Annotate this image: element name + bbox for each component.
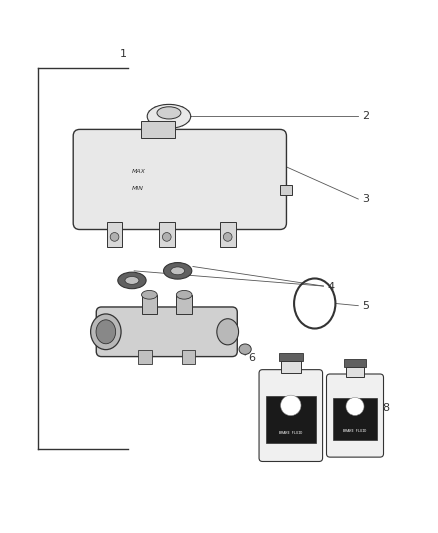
FancyBboxPatch shape xyxy=(259,370,322,462)
Ellipse shape xyxy=(147,104,191,128)
Ellipse shape xyxy=(118,272,146,289)
Text: 4: 4 xyxy=(328,282,335,292)
FancyBboxPatch shape xyxy=(326,374,384,457)
Circle shape xyxy=(162,232,171,241)
Bar xyxy=(177,295,192,314)
Circle shape xyxy=(110,232,119,241)
Bar xyxy=(279,353,303,361)
Bar xyxy=(138,351,152,365)
Text: BRAKE FLUID: BRAKE FLUID xyxy=(343,429,367,433)
Bar xyxy=(344,359,366,367)
Bar xyxy=(333,398,377,440)
Text: 3: 3 xyxy=(363,194,370,204)
Ellipse shape xyxy=(157,107,181,119)
Ellipse shape xyxy=(217,319,239,345)
FancyBboxPatch shape xyxy=(96,307,237,357)
Bar xyxy=(281,361,301,373)
FancyBboxPatch shape xyxy=(73,130,286,230)
Text: 1: 1 xyxy=(120,49,127,59)
Text: MIN: MIN xyxy=(132,187,144,191)
Bar xyxy=(266,396,316,443)
Bar xyxy=(141,295,157,314)
Text: 8: 8 xyxy=(382,403,389,413)
Text: 6: 6 xyxy=(249,353,256,362)
Ellipse shape xyxy=(96,320,116,344)
Text: 2: 2 xyxy=(363,111,370,122)
Bar xyxy=(220,222,236,247)
Bar xyxy=(159,222,175,247)
Ellipse shape xyxy=(163,263,192,279)
Text: MAX: MAX xyxy=(132,169,146,174)
Bar xyxy=(141,120,176,138)
Ellipse shape xyxy=(239,344,251,354)
Bar xyxy=(346,367,364,377)
Ellipse shape xyxy=(91,314,121,350)
Ellipse shape xyxy=(141,290,157,299)
Circle shape xyxy=(223,232,232,241)
Ellipse shape xyxy=(177,290,192,299)
Ellipse shape xyxy=(171,267,185,275)
Text: BRAKE FLUID: BRAKE FLUID xyxy=(279,431,303,434)
Ellipse shape xyxy=(125,277,139,284)
Text: 5: 5 xyxy=(363,301,370,311)
Circle shape xyxy=(346,398,364,415)
Bar xyxy=(280,184,292,195)
Bar xyxy=(182,351,195,365)
Bar xyxy=(107,222,122,247)
Circle shape xyxy=(281,395,301,416)
